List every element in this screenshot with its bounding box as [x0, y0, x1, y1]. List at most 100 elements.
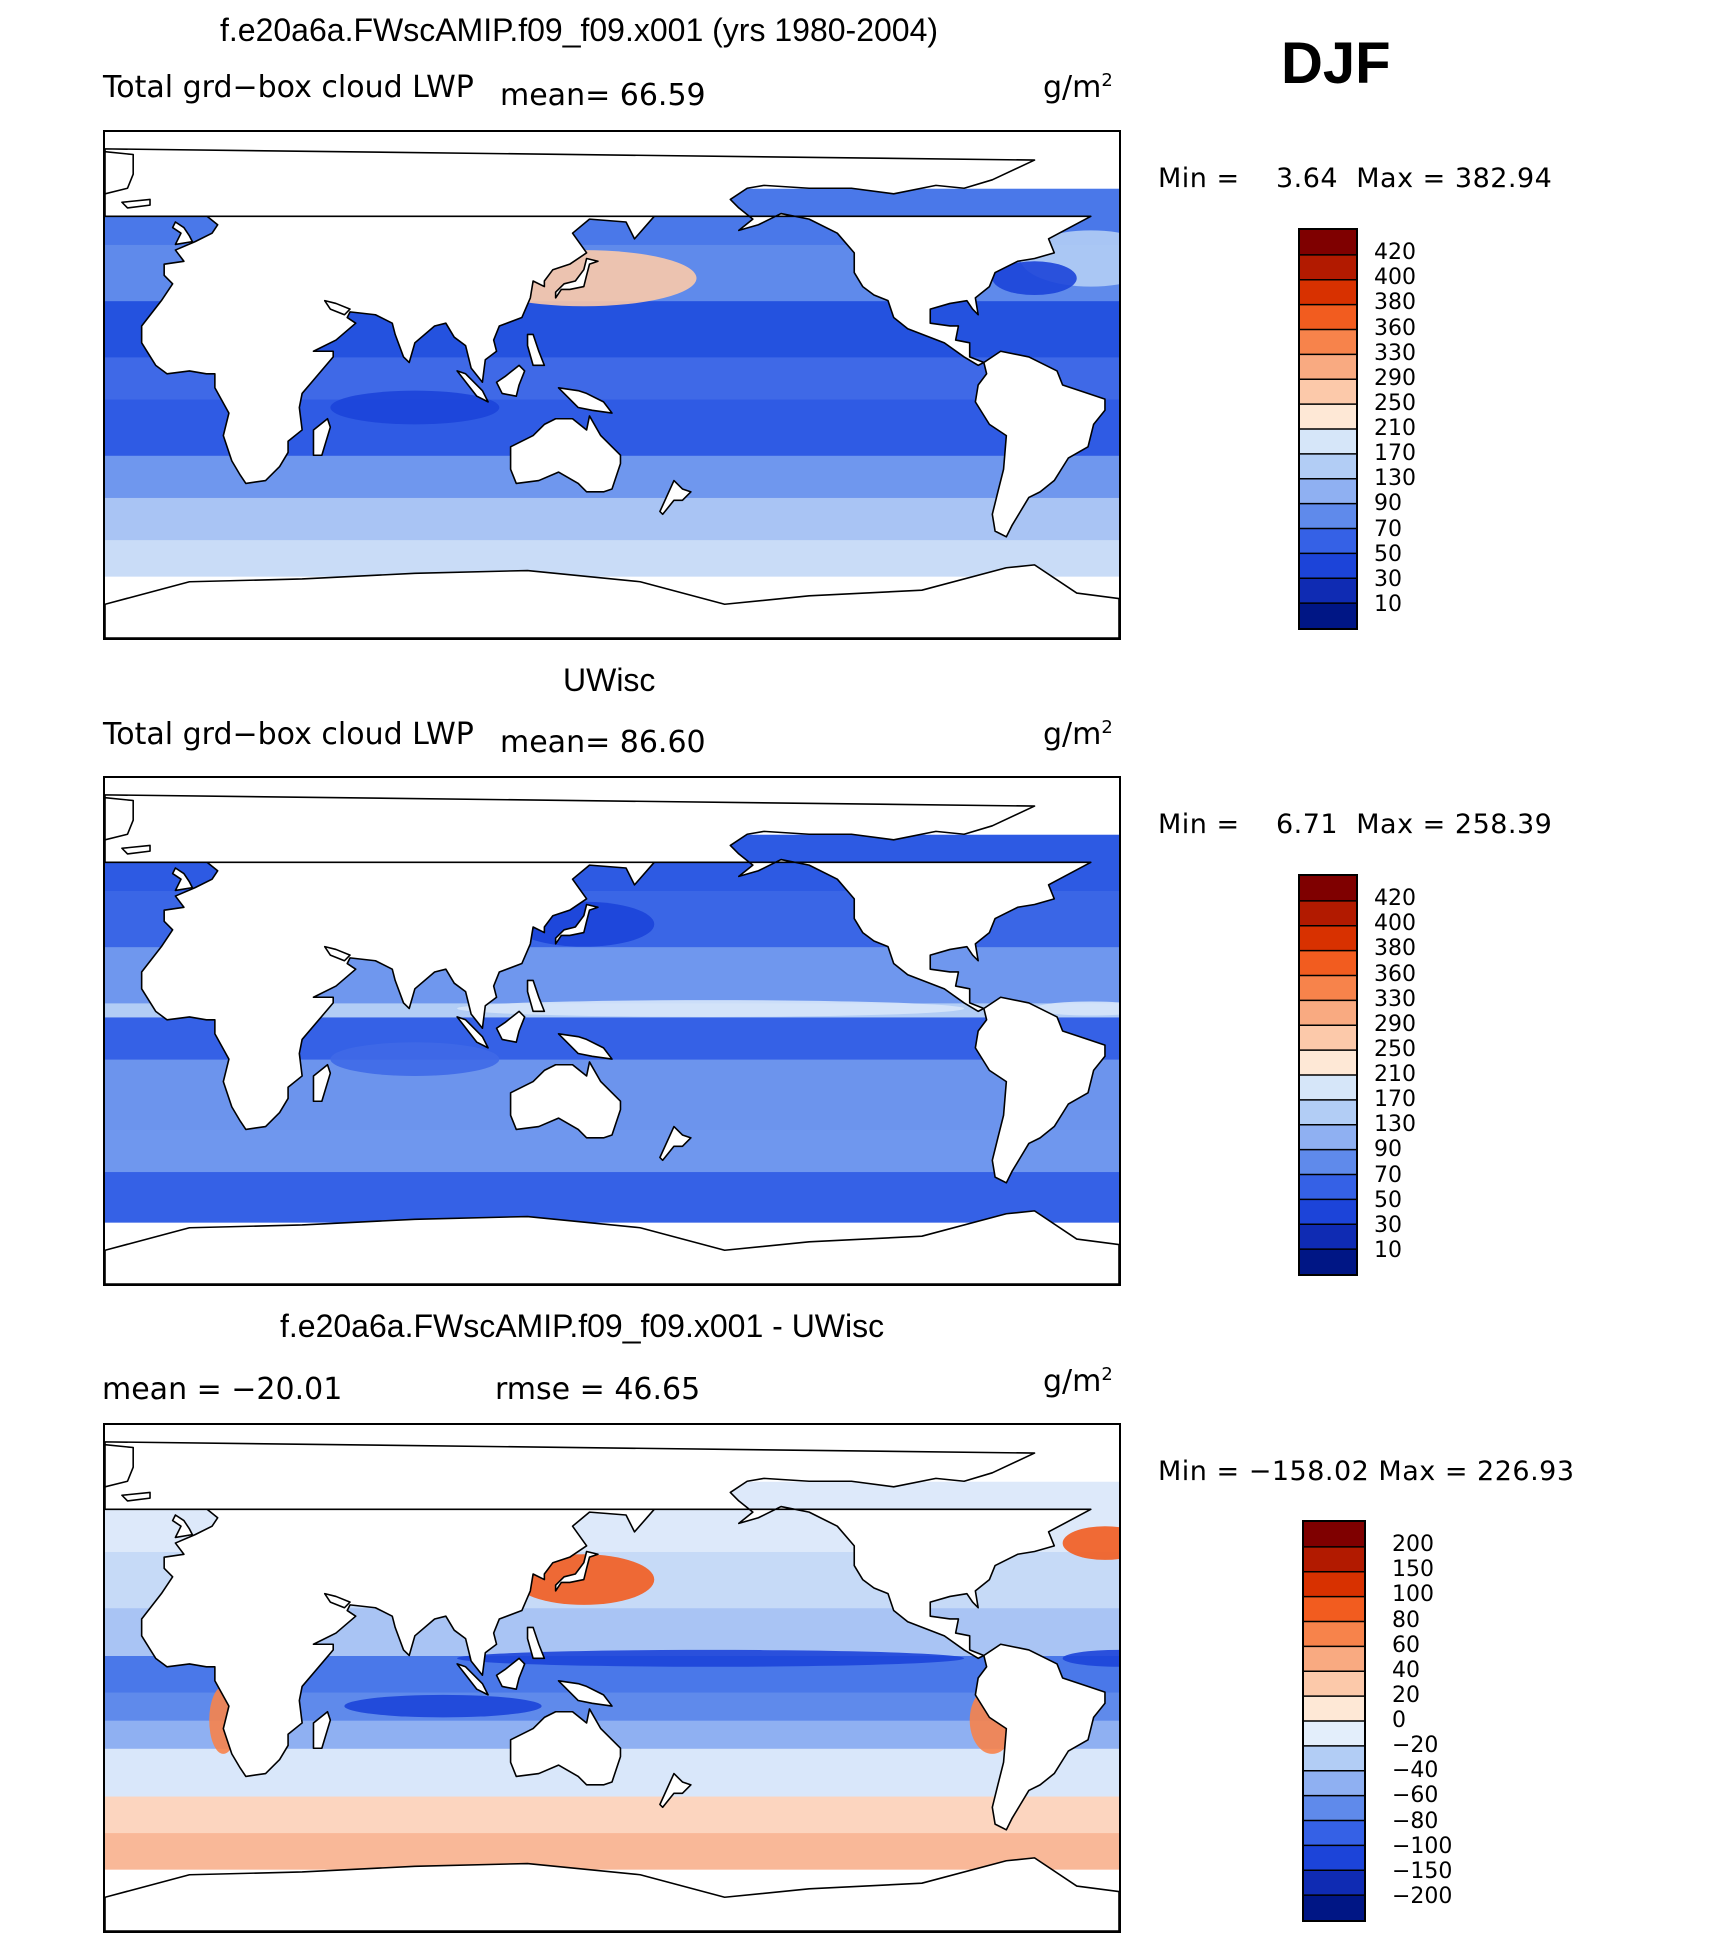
colorbar-tick-label: 380 [1374, 290, 1416, 316]
land-newguinea [557, 386, 613, 414]
colorbar-swatch [1300, 279, 1356, 306]
land-australia [509, 1061, 622, 1139]
colorbar-swatch [1300, 254, 1356, 281]
colorbar-swatch [1300, 1199, 1356, 1225]
colorbar-swatch [1304, 1770, 1364, 1797]
colorbar-tick-label: 330 [1374, 340, 1416, 366]
colorbar-tick-label: 330 [1374, 986, 1416, 1012]
land-greenland [105, 150, 134, 195]
land-greenland [105, 796, 134, 841]
season-label: DJF [1281, 31, 1391, 96]
land-uk [171, 221, 194, 246]
colorbar-tick-label: 150 [1392, 1557, 1434, 1583]
colorbar-tick-label: 210 [1374, 1062, 1416, 1087]
colorbar-swatch [1300, 304, 1356, 330]
colorbar-tick-label: −40 [1392, 1758, 1439, 1784]
colorbar-swatch [1300, 950, 1356, 976]
land-australia [509, 1708, 622, 1786]
colorbar-tick-label: 400 [1374, 265, 1416, 291]
panel-diff-minmax: Min = −158.02 Max = 226.93 [1158, 1456, 1575, 1487]
ocean-field-band [105, 539, 1119, 577]
colorbar-swatch [1304, 1745, 1364, 1772]
colorbar-swatch [1304, 1522, 1364, 1548]
colorbar-tick-label: 50 [1374, 1187, 1402, 1213]
colorbar-swatch [1300, 379, 1356, 405]
ocean-field-band [105, 1832, 1119, 1870]
colorbar-swatch [1300, 1075, 1356, 1101]
land-greenland [105, 1443, 134, 1488]
field-anomaly [330, 1042, 500, 1076]
colorbar-tick-label: 170 [1374, 1087, 1416, 1113]
panel-model-units: g/m2 [1043, 70, 1113, 105]
land-newguinea [557, 1032, 613, 1060]
colorbar-swatch [1300, 1249, 1356, 1274]
colorbar-swatch [1304, 1596, 1364, 1622]
colorbar-swatch [1300, 429, 1356, 455]
colorbar-tick-label: 10 [1374, 1237, 1402, 1263]
land-iceland [121, 198, 151, 209]
colorbar-swatch [1304, 1646, 1364, 1672]
colorbar-swatch [1300, 1025, 1356, 1051]
panel-diff-title: f.e20a6a.FWscAMIP.f09_f09.x001 - UWisc [280, 1308, 885, 1344]
land-newguinea [557, 1679, 613, 1707]
land-sumatra [456, 1016, 489, 1049]
colorbar-diff [1302, 1520, 1366, 1922]
colorbar-swatch [1300, 603, 1356, 628]
land-antarctica [105, 1857, 1119, 1931]
colorbar-model [1298, 228, 1358, 630]
colorbar-swatch [1300, 404, 1356, 430]
panel-model-variable: Total grd−box cloud LWP [103, 70, 474, 105]
land-samerica [974, 996, 1106, 1184]
colorbar-swatch [1304, 1621, 1364, 1647]
panel-model-minmax: Min = 3.64 Max = 382.94 [1158, 163, 1553, 194]
colorbar-swatch [1304, 1546, 1364, 1573]
panel-obs-mean: mean= 86.60 [500, 725, 706, 760]
colorbar-tick-label: 290 [1374, 1011, 1416, 1037]
ocean-field-band [105, 1171, 1119, 1223]
colorbar-tick-label: 400 [1374, 911, 1416, 937]
colorbar-swatch [1300, 876, 1356, 902]
land-namerica [105, 1441, 1092, 1660]
colorbar-tick-label: −60 [1392, 1783, 1439, 1809]
colorbar-swatch [1300, 1050, 1356, 1076]
colorbar-tick-label: 90 [1374, 1137, 1402, 1163]
field-anomaly [344, 1694, 542, 1718]
map-model [103, 130, 1121, 640]
field-anomaly [992, 261, 1077, 296]
field-anomaly [1034, 1001, 1119, 1016]
colorbar-tick-label: 50 [1374, 541, 1402, 567]
colorbar-tick-label: 30 [1374, 566, 1402, 592]
colorbar-swatch [1300, 900, 1356, 927]
colorbar-swatch [1300, 1174, 1356, 1200]
panel-diff-rmse: rmse = 46.65 [495, 1372, 701, 1407]
colorbar-obs [1298, 874, 1358, 1276]
colorbar-swatch [1300, 553, 1356, 579]
field-anomaly [457, 1649, 965, 1667]
panel-diff-units: g/m2 [1043, 1364, 1113, 1399]
land-arabia-gulf-hole [323, 945, 351, 962]
colorbar-tick-label: 80 [1392, 1607, 1420, 1633]
field-anomaly [457, 1000, 965, 1017]
colorbar-swatch [1300, 1149, 1356, 1175]
colorbar-swatch [1304, 1721, 1364, 1747]
colorbar-tick-label: 130 [1374, 466, 1416, 492]
colorbar-tick-label: 30 [1374, 1212, 1402, 1238]
ocean-field-band [105, 1129, 1119, 1173]
colorbar-tick-label: 210 [1374, 416, 1416, 441]
colorbar-swatch [1300, 528, 1356, 554]
colorbar-swatch [1304, 1845, 1364, 1871]
colorbar-swatch [1300, 503, 1356, 529]
colorbar-tick-label: 360 [1374, 315, 1416, 341]
colorbar-tick-label: 40 [1392, 1657, 1420, 1683]
colorbar-swatch [1304, 1571, 1364, 1598]
land-borneo [495, 364, 526, 398]
colorbar-tick-label: 360 [1374, 961, 1416, 987]
colorbar-tick-label: 250 [1374, 390, 1416, 416]
colorbar-tick-label: −200 [1392, 1883, 1453, 1909]
land-madagascar [312, 1710, 332, 1750]
land-japan [554, 257, 599, 299]
colorbar-swatch [1304, 1795, 1364, 1821]
land-iceland [121, 844, 151, 855]
colorbar-tick-label: −80 [1392, 1808, 1439, 1834]
colorbar-tick-label: 200 [1392, 1532, 1434, 1558]
